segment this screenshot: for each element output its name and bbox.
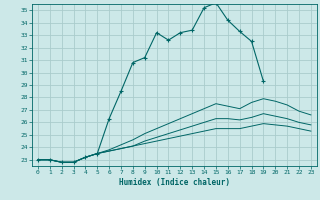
X-axis label: Humidex (Indice chaleur): Humidex (Indice chaleur) [119, 178, 230, 187]
